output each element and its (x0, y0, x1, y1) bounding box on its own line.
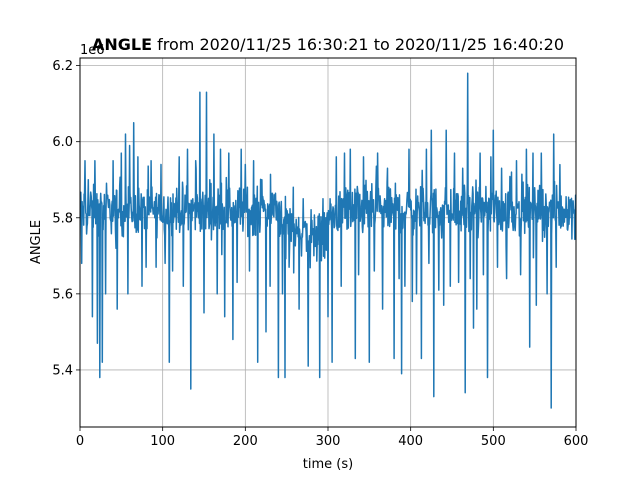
y-tick-label: 5.6 (52, 287, 73, 302)
chart-title: ANGLE from 2020/11/25 16:30:21 to 2020/1… (92, 35, 564, 54)
chart-title-rest: from 2020/11/25 16:30:21 to 2020/11/25 1… (152, 35, 564, 54)
x-tick-label: 100 (150, 434, 175, 449)
y-offset-label: 1e6 (80, 43, 105, 58)
y-tick-label: 6.0 (52, 135, 73, 150)
x-tick-label: 0 (76, 434, 84, 449)
y-axis: 5.4 5.6 5.8 6.0 6.2 (52, 59, 80, 378)
y-tick-label: 5.8 (52, 211, 73, 226)
chart-title-bold: ANGLE (92, 35, 152, 54)
y-tick-label: 6.2 (52, 59, 73, 74)
y-axis-label: ANGLE (29, 220, 44, 264)
y-tick-label: 5.4 (52, 363, 73, 378)
x-tick-label: 500 (481, 434, 506, 449)
x-tick-label: 300 (316, 434, 341, 449)
series-line (80, 72, 576, 409)
x-tick-label: 200 (233, 434, 258, 449)
x-axis-label: time (s) (303, 457, 353, 472)
x-tick-label: 600 (564, 434, 589, 449)
x-tick-label: 400 (398, 434, 423, 449)
series-group (80, 72, 576, 409)
x-axis: 0 100 200 300 400 500 600 (76, 427, 589, 449)
